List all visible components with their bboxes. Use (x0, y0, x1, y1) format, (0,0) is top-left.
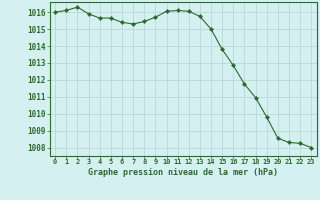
X-axis label: Graphe pression niveau de la mer (hPa): Graphe pression niveau de la mer (hPa) (88, 168, 278, 177)
